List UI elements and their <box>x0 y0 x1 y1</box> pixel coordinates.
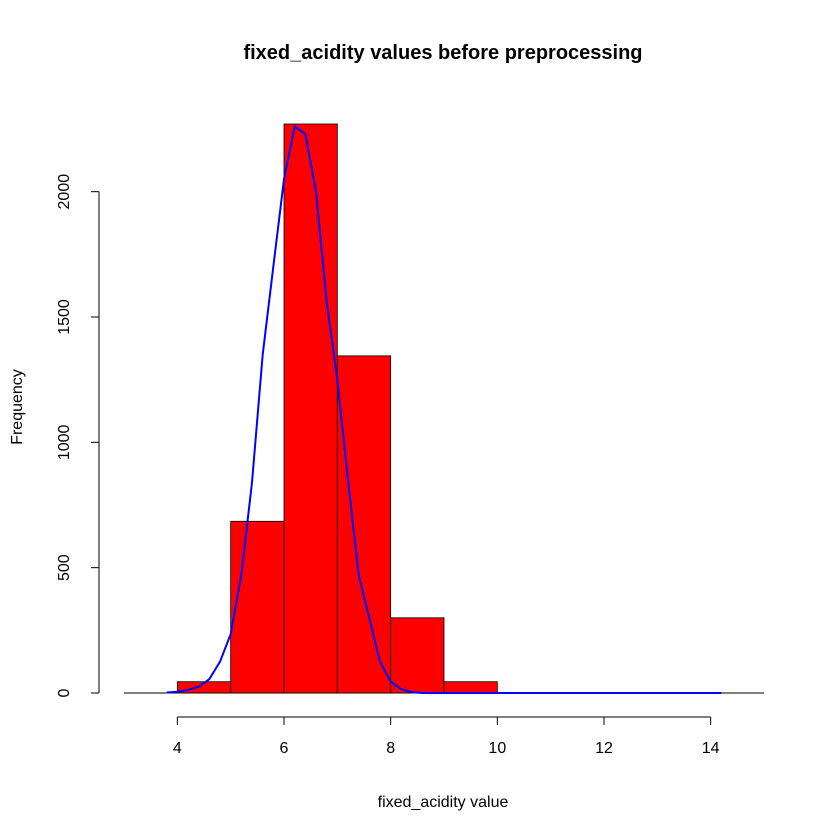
bars <box>176 123 498 694</box>
y-tick-label-2000: 2000 <box>56 174 73 210</box>
histogram-bar-2 <box>230 520 285 694</box>
y-tick-label-0: 0 <box>56 688 73 697</box>
histogram-bar-5 <box>390 617 445 694</box>
x-tick-label-12: 12 <box>595 740 613 757</box>
x-tick-label-10: 10 <box>488 740 506 757</box>
y-tick-label-1000: 1000 <box>56 424 73 460</box>
x-tick-label-8: 8 <box>386 740 395 757</box>
histogram-bar-3 <box>283 123 338 694</box>
density-curve-layer <box>166 124 722 694</box>
x-tick-label-14: 14 <box>702 740 720 757</box>
x-axis-label: fixed_acidity value <box>378 794 509 811</box>
y-axis: 0 500 1000 1500 2000 <box>56 174 100 697</box>
chart-title: fixed_acidity values before preprocessin… <box>243 42 642 64</box>
density-curve <box>166 124 722 694</box>
y-axis-label: Frequency <box>9 369 26 445</box>
x-tick-label-6: 6 <box>280 740 289 757</box>
x-axis: 4 6 8 10 12 14 <box>173 716 720 757</box>
y-tick-label-1500: 1500 <box>56 299 73 335</box>
y-tick-label-500: 500 <box>56 554 73 581</box>
x-tick-label-4: 4 <box>173 740 182 757</box>
histogram-bar-6 <box>443 681 498 694</box>
histogram-bar-4 <box>336 355 392 694</box>
